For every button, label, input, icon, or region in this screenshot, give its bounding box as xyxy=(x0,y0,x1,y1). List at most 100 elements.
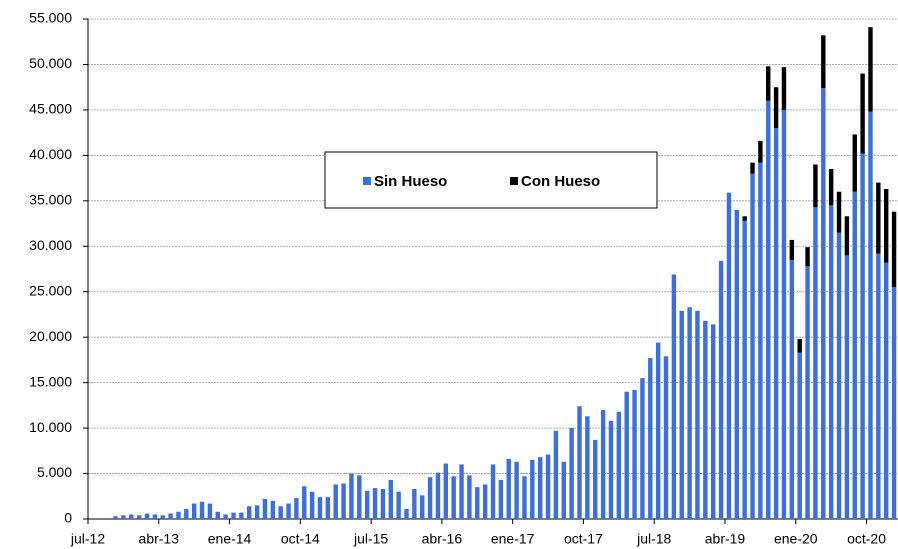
bar xyxy=(852,134,857,192)
bar xyxy=(129,514,134,519)
x-tick-label: ene-20 xyxy=(774,531,818,547)
bar xyxy=(207,503,213,519)
bar xyxy=(176,511,181,519)
bar xyxy=(640,378,645,519)
bar xyxy=(262,499,268,519)
y-tick-label: 30.000 xyxy=(29,237,72,253)
bar xyxy=(828,169,834,206)
bar xyxy=(239,512,244,519)
bar xyxy=(813,207,818,519)
x-tick-label: oct-17 xyxy=(564,531,603,547)
bar xyxy=(600,409,606,519)
bar xyxy=(349,473,354,519)
bar xyxy=(160,515,165,519)
bar xyxy=(530,459,535,519)
y-tick-label: 5.000 xyxy=(37,464,72,480)
bar xyxy=(545,454,551,519)
y-tick-label: 25.000 xyxy=(29,282,72,298)
bar xyxy=(679,310,684,519)
bar xyxy=(388,479,393,519)
bar xyxy=(451,476,456,519)
bar xyxy=(805,247,810,267)
bar xyxy=(844,255,850,519)
bar xyxy=(773,87,779,129)
bar xyxy=(522,476,527,519)
bar xyxy=(136,515,142,519)
bar xyxy=(152,514,158,519)
bar xyxy=(475,487,480,519)
bar xyxy=(420,495,425,519)
y-tick-label: 50.000 xyxy=(29,55,72,71)
bar xyxy=(498,479,504,519)
bar xyxy=(270,500,276,519)
bar xyxy=(199,501,205,519)
bar xyxy=(624,391,629,519)
y-tick-label: 55.000 xyxy=(29,10,72,26)
bar xyxy=(876,182,881,254)
bar xyxy=(144,513,150,519)
x-tick-label: jul-15 xyxy=(353,531,388,547)
bar xyxy=(537,457,543,519)
bar xyxy=(773,128,779,519)
y-tick-label: 35.000 xyxy=(29,192,72,208)
bar xyxy=(703,320,708,519)
bar xyxy=(750,162,755,174)
bar xyxy=(593,439,598,519)
bar xyxy=(687,307,692,519)
legend-swatch xyxy=(510,177,518,185)
bar xyxy=(325,497,331,519)
bar xyxy=(805,266,810,519)
y-tick-label: 40.000 xyxy=(29,146,72,162)
bar xyxy=(215,511,220,519)
bar xyxy=(884,189,889,263)
bar xyxy=(223,514,228,519)
bar xyxy=(860,153,865,519)
bar xyxy=(797,352,802,519)
bar xyxy=(364,490,370,519)
bar xyxy=(828,205,834,519)
bar xyxy=(836,191,842,233)
bar xyxy=(860,73,865,154)
bar xyxy=(742,220,747,519)
bar xyxy=(766,100,771,520)
bar xyxy=(868,111,873,520)
legend-label: Con Hueso xyxy=(521,173,600,190)
x-tick-label: ene-17 xyxy=(491,531,535,547)
bar xyxy=(781,109,787,519)
y-tick-label: 0 xyxy=(64,510,72,526)
bar xyxy=(655,342,661,519)
bar xyxy=(113,516,118,519)
bar xyxy=(876,253,881,519)
bar xyxy=(718,260,724,519)
bar xyxy=(569,428,574,519)
bar xyxy=(710,324,716,519)
bar xyxy=(632,389,637,519)
legend-swatch xyxy=(363,177,371,185)
bar xyxy=(121,515,126,519)
x-tick-label: ene-14 xyxy=(208,531,252,547)
bar xyxy=(254,505,260,519)
bar xyxy=(506,459,511,519)
bar xyxy=(231,512,236,519)
bar xyxy=(412,489,417,519)
bar xyxy=(459,464,464,519)
bar xyxy=(372,488,378,519)
bar xyxy=(789,259,795,519)
bar xyxy=(750,173,755,519)
bar xyxy=(671,274,677,519)
bar xyxy=(490,464,496,519)
bar xyxy=(357,475,362,519)
bar xyxy=(482,484,488,519)
bar xyxy=(836,232,842,520)
bar xyxy=(766,66,771,101)
bar xyxy=(884,262,889,519)
x-tick-label: abr-13 xyxy=(139,531,180,547)
bar xyxy=(648,358,653,519)
bar xyxy=(467,475,472,519)
bar xyxy=(191,503,197,519)
y-tick-label: 45.000 xyxy=(29,101,72,117)
bar xyxy=(341,483,346,519)
bar xyxy=(333,484,338,519)
